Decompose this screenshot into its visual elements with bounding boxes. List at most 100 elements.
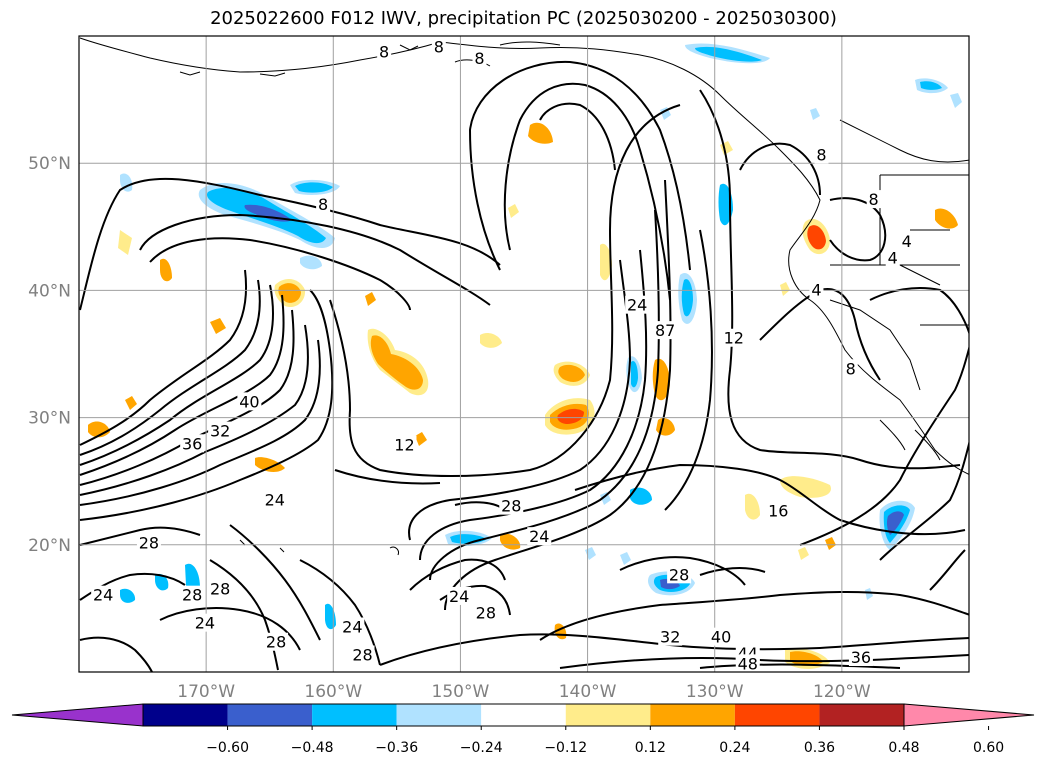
contour-label: 12 — [394, 436, 414, 455]
contour-label-bg — [350, 645, 375, 664]
contour-label-bg — [721, 328, 746, 347]
contour-label: 28 — [266, 633, 286, 652]
contour-label-bg — [625, 295, 650, 314]
latitude-labels: 50°N 40°N 30°N 20°N — [28, 154, 71, 556]
contour-label-bg — [866, 190, 881, 209]
contour-label: 24 — [449, 587, 469, 606]
lon-tick-label: 170°W — [177, 682, 235, 702]
colorbar-extend-low — [11, 703, 144, 727]
contour-label-bg — [658, 627, 683, 646]
contour-label: 24 — [93, 586, 113, 605]
contour-label: 36 — [851, 648, 871, 667]
contour-label-bg — [667, 565, 692, 584]
contour-label: 32 — [660, 628, 680, 647]
coastlines — [79, 37, 969, 556]
map-title: 2025022600 F012 IWV, precipitation PC (2… — [210, 8, 837, 29]
contour-label-bg — [262, 490, 287, 509]
contour-label: 48 — [738, 654, 758, 673]
contour-label: 36 — [182, 434, 202, 453]
colorbar-tick-label: 0.36 — [804, 740, 835, 756]
contour-labels: 8 12 40 32 36 24 28 24 28 28 24 28 24 28 24 28 28 24 28 24 8… — [91, 37, 914, 673]
contour-label-bg — [499, 496, 524, 515]
contour-label: 24 — [342, 617, 362, 636]
contour-label: 28 — [182, 586, 202, 605]
contour-label-bg — [447, 586, 472, 605]
lon-tick-label: 160°W — [304, 682, 362, 702]
contour-label-bg — [885, 248, 900, 267]
contour-label: 4 — [811, 280, 821, 299]
contour-label-bg — [392, 435, 417, 454]
contour-label-bg — [735, 654, 760, 673]
colorbar-tick-label: 0.24 — [719, 740, 750, 756]
contour-label-bg — [472, 48, 487, 67]
colorbar-tick-label: 0.60 — [973, 740, 1004, 756]
colorbar-tick-label: −0.36 — [375, 740, 418, 756]
contour-label: 28 — [139, 534, 159, 553]
contour-label: 24 — [627, 296, 647, 315]
map-frame — [78, 35, 970, 673]
contour-label: 4 — [888, 249, 898, 268]
colorbar-extend-high — [903, 703, 1035, 727]
contour-label: 32 — [210, 422, 230, 441]
colorbar-segment — [565, 704, 651, 726]
iwv-contours — [79, 60, 969, 672]
longitude-labels: 170°W 160°W 150°W 140°W 130°W 120°W — [177, 682, 871, 702]
contour-label: 28 — [210, 579, 230, 598]
contour-label: 28 — [352, 645, 372, 664]
colorbar-tick-label: −0.12 — [544, 740, 587, 756]
contour-label: 28 — [669, 565, 689, 584]
colorbar-segment — [227, 704, 313, 726]
precip-shading — [88, 43, 962, 669]
contour-label-bg — [843, 359, 858, 378]
contour-label: 28 — [501, 497, 521, 516]
contour-label: 12 — [724, 329, 744, 348]
contour-label-bg — [527, 527, 552, 546]
contour-label: 8 — [318, 195, 328, 214]
colorbar-outline — [142, 703, 905, 727]
colorbar-tick-label: −0.60 — [206, 740, 249, 756]
colorbar-segment — [734, 704, 820, 726]
lon-tick-label: 120°W — [813, 682, 871, 702]
contour-label: 8 — [474, 49, 484, 68]
contour-label-bg — [192, 613, 217, 632]
lon-tick-label: 130°W — [686, 682, 744, 702]
contour-label: 24 — [529, 527, 549, 546]
contour-label-bg — [848, 648, 873, 667]
gridlines — [79, 36, 969, 672]
colorbar-tick-label: 0.12 — [635, 740, 666, 756]
contour-label-bg — [180, 434, 205, 453]
contour-label-bg — [377, 42, 392, 61]
contour-label: 28 — [476, 603, 496, 622]
colorbar-segment — [650, 704, 735, 726]
colorbar-tick-label: 0.48 — [888, 740, 919, 756]
contour-label: 8 — [869, 190, 879, 209]
contour-label-bg — [208, 579, 233, 598]
contour-label: 87 — [655, 321, 675, 340]
contour-label-bg — [431, 37, 446, 56]
colorbar-segment — [819, 704, 904, 726]
contour-label: 8 — [816, 146, 826, 165]
contour-label: 40 — [711, 628, 731, 647]
contour-label-bg — [208, 421, 233, 440]
contour-label: 4 — [902, 232, 912, 251]
colorbar-tick-label: −0.48 — [291, 740, 334, 756]
contour-label-bg — [899, 232, 914, 251]
contour-label-bg — [136, 533, 161, 552]
contour-label-bg — [766, 501, 791, 520]
lat-tick-label: 30°N — [28, 409, 71, 429]
contour-label-bg — [653, 321, 678, 340]
plot-area — [79, 36, 969, 672]
contour-label: 8 — [434, 37, 444, 56]
lat-tick-label: 40°N — [28, 281, 71, 301]
contour-label-bg — [264, 632, 289, 651]
contour-label-bg — [809, 280, 824, 299]
lon-tick-label: 140°W — [559, 682, 617, 702]
colorbar-tick-label: −0.24 — [460, 740, 503, 756]
colorbar-segment — [481, 704, 566, 726]
contour-label-bg — [180, 585, 205, 604]
colorbar-segment — [312, 704, 397, 726]
contour-label: 24 — [265, 490, 285, 509]
colorbar: −0.60 −0.48 −0.36 −0.24 −0.12 0.12 0.24 0.36 0.4… — [11, 703, 1035, 756]
contour-label: 8 — [379, 43, 389, 62]
